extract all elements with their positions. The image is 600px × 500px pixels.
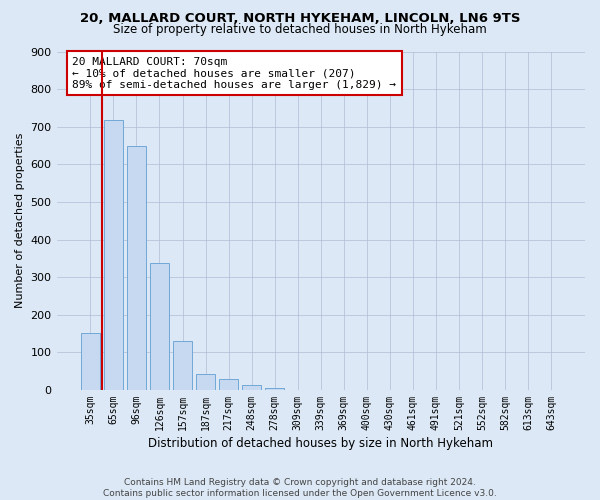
Text: Contains HM Land Registry data © Crown copyright and database right 2024.
Contai: Contains HM Land Registry data © Crown c… — [103, 478, 497, 498]
Bar — [127, 146, 146, 390]
X-axis label: Distribution of detached houses by size in North Hykeham: Distribution of detached houses by size … — [148, 437, 493, 450]
Bar — [149, 263, 169, 390]
Y-axis label: Number of detached properties: Number of detached properties — [15, 133, 25, 308]
Bar — [219, 378, 238, 390]
Bar — [242, 385, 262, 390]
Bar — [104, 120, 123, 390]
Bar — [173, 341, 193, 390]
Text: Size of property relative to detached houses in North Hykeham: Size of property relative to detached ho… — [113, 22, 487, 36]
Text: 20, MALLARD COURT, NORTH HYKEHAM, LINCOLN, LN6 9TS: 20, MALLARD COURT, NORTH HYKEHAM, LINCOL… — [80, 12, 520, 26]
Bar — [196, 374, 215, 390]
Bar — [265, 388, 284, 390]
Bar — [80, 333, 100, 390]
Text: 20 MALLARD COURT: 70sqm
← 10% of detached houses are smaller (207)
89% of semi-d: 20 MALLARD COURT: 70sqm ← 10% of detache… — [73, 56, 397, 90]
